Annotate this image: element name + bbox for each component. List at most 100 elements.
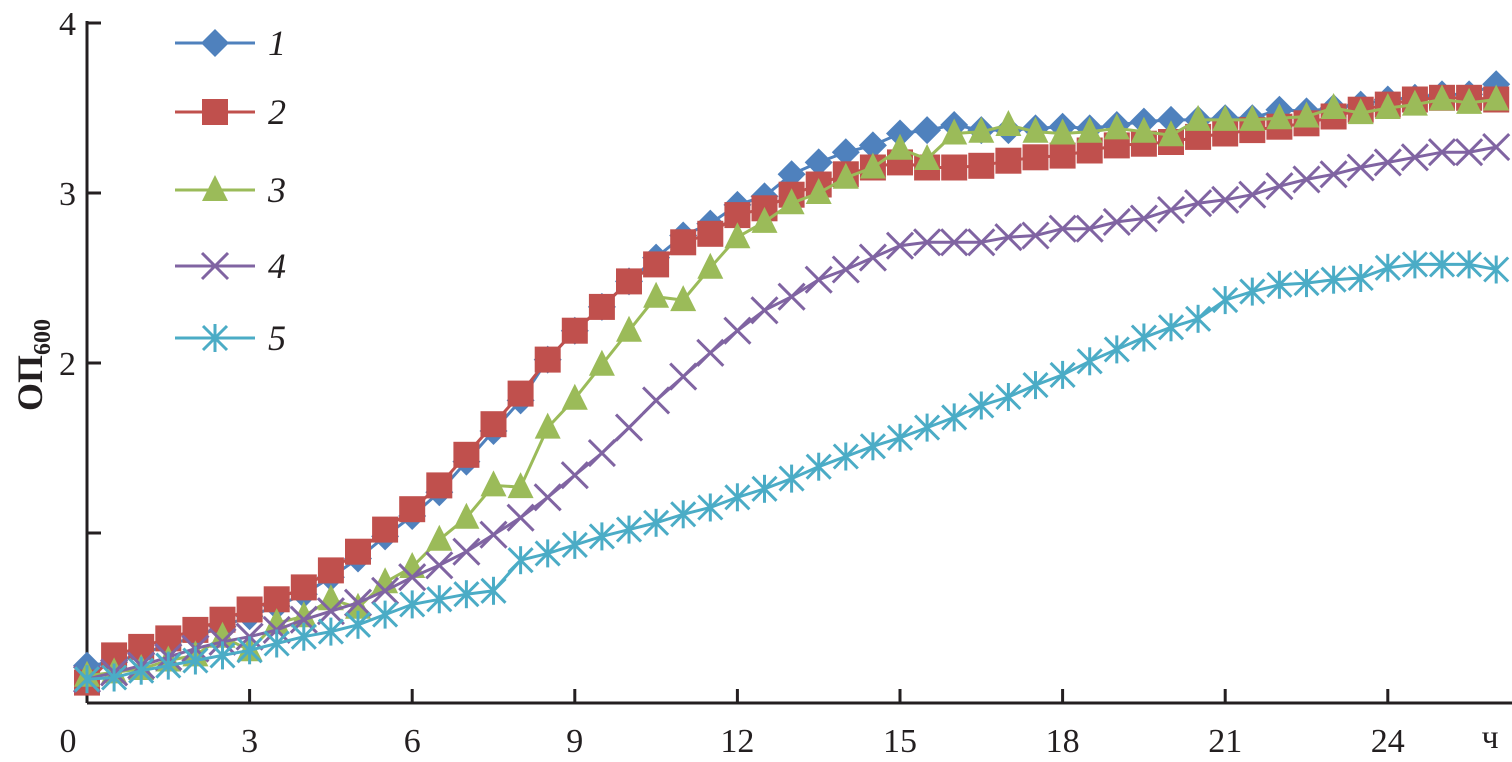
x-tick-label: 12	[720, 723, 754, 760]
data-point-x	[1346, 153, 1375, 182]
data-point-diamond	[1157, 105, 1185, 134]
data-point-asterisk	[643, 508, 670, 537]
data-point-asterisk	[1456, 250, 1483, 279]
data-point-diamond	[913, 116, 942, 145]
data-point-triangle	[345, 592, 371, 619]
data-point-asterisk	[724, 483, 751, 512]
square-marker	[588, 293, 615, 320]
x-marker-stroke	[885, 231, 915, 260]
data-point-triangle	[805, 178, 832, 204]
data-point-x	[560, 461, 589, 490]
x-marker-stroke	[560, 461, 589, 490]
triangle-marker	[1456, 87, 1483, 114]
triangle-marker	[1158, 120, 1184, 147]
data-point-asterisk	[155, 651, 182, 680]
legend-item-3: 3	[175, 170, 286, 210]
data-point-x	[642, 386, 671, 415]
x-marker-stroke	[1482, 133, 1511, 162]
data-point-triangle	[616, 315, 642, 342]
square-marker	[317, 557, 344, 584]
data-point-square	[263, 586, 290, 613]
data-point-asterisk	[1103, 335, 1130, 364]
data-point-triangle	[1103, 113, 1130, 140]
square-marker	[697, 220, 724, 247]
triangle-marker	[1429, 84, 1455, 111]
data-point-x	[1427, 138, 1457, 167]
x-tick-label: 0	[60, 723, 77, 760]
x-marker-stroke	[777, 282, 806, 311]
data-point-asterisk	[1130, 323, 1157, 352]
y-tick-label: 3	[59, 176, 76, 213]
data-point-square	[643, 251, 670, 278]
square-marker	[426, 472, 453, 499]
x-tick-label: 21	[1208, 723, 1242, 760]
data-point-x	[940, 228, 969, 257]
square-marker	[534, 346, 561, 373]
data-point-asterisk	[399, 590, 426, 619]
data-point-triangle	[968, 116, 995, 143]
data-point-asterisk	[1076, 347, 1103, 376]
x-marker-stroke	[316, 597, 345, 626]
data-point-asterisk	[1428, 250, 1456, 279]
data-point-x	[1400, 143, 1429, 172]
data-point-asterisk	[1483, 255, 1510, 284]
diamond-marker	[201, 29, 229, 57]
triangle-marker	[724, 222, 751, 249]
data-point-x	[723, 316, 752, 345]
square-marker	[453, 441, 480, 468]
triangle-marker	[805, 178, 832, 204]
data-point-x	[533, 483, 562, 512]
data-point-x	[479, 520, 508, 549]
data-point-asterisk	[1374, 253, 1401, 282]
x-marker-stroke	[1400, 143, 1429, 172]
series-group	[72, 70, 1511, 696]
x-marker-stroke	[696, 338, 725, 367]
data-point-diamond	[804, 148, 833, 177]
x-marker-stroke	[1184, 189, 1213, 218]
data-point-triangle	[1076, 116, 1103, 143]
diamond-marker	[1157, 105, 1185, 134]
data-point-square	[290, 574, 317, 601]
square-marker	[263, 586, 290, 613]
diamond-marker	[831, 138, 860, 167]
data-point-asterisk	[1049, 360, 1076, 389]
data-point-triangle	[1049, 118, 1076, 145]
data-point-triangle	[778, 188, 805, 215]
square-marker	[290, 574, 317, 601]
data-point-triangle	[317, 584, 344, 611]
triangle-marker	[1185, 104, 1212, 131]
series-5	[73, 250, 1510, 694]
triangle-marker	[887, 133, 913, 160]
data-point-x	[1319, 160, 1348, 189]
data-point-asterisk	[317, 617, 344, 646]
data-point-triangle	[643, 281, 670, 308]
x-marker-stroke	[1129, 204, 1158, 233]
square-marker	[345, 538, 371, 565]
data-point-triangle	[202, 175, 228, 201]
triangle-marker	[453, 502, 480, 529]
data-point-x	[1075, 214, 1104, 243]
triangle-marker	[1130, 116, 1157, 143]
data-point-square	[941, 154, 968, 181]
diamond-marker	[858, 131, 887, 160]
triangle-marker	[480, 470, 507, 497]
x-tick-label: 24	[1371, 723, 1405, 760]
data-point-triangle	[1456, 87, 1483, 114]
square-marker	[507, 380, 534, 407]
triangle-marker	[1320, 93, 1347, 119]
data-point-triangle	[1347, 98, 1374, 125]
data-point-x	[831, 255, 860, 284]
data-point-triangle	[995, 110, 1022, 136]
data-point-square	[399, 496, 426, 523]
data-point-triangle	[453, 502, 480, 529]
data-point-triangle	[914, 144, 941, 170]
data-point-x	[913, 228, 942, 257]
data-point-asterisk	[263, 629, 290, 658]
triangle-marker	[1266, 103, 1293, 130]
data-point-x	[1021, 221, 1050, 250]
data-point-asterisk	[534, 539, 561, 568]
triangle-marker	[859, 152, 886, 179]
data-point-asterisk	[236, 636, 263, 665]
square-marker	[1022, 144, 1049, 171]
data-point-triangle	[1158, 120, 1184, 147]
